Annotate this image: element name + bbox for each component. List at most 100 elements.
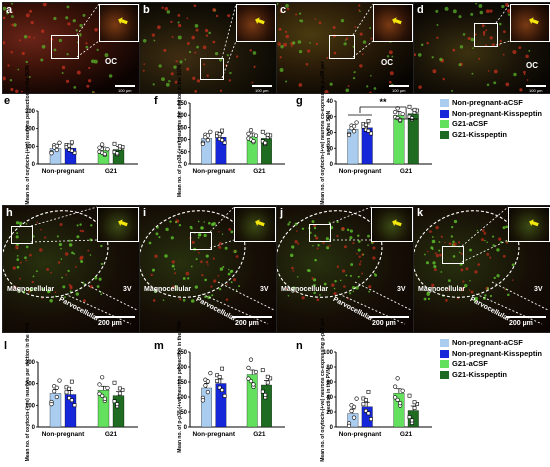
data-point [366, 389, 371, 394]
x-tick-label: G21 [400, 168, 413, 175]
data-point [366, 128, 371, 133]
data-point [395, 106, 400, 111]
data-point [222, 140, 227, 145]
data-point [246, 131, 251, 136]
chart-svg: 0 20 40 60 80 100 Non-pregnant G21 [323, 350, 432, 438]
zoom-inset: ⬅ [234, 207, 276, 242]
micrograph-h: ⬅ h Magnocellular 3V Parvocellular 200 µm [2, 205, 140, 333]
oc-label: OC [105, 57, 117, 66]
data-point [395, 376, 400, 381]
panel-label-c: c [280, 4, 287, 16]
bar [201, 387, 213, 428]
data-point [246, 365, 251, 371]
data-point [410, 116, 414, 121]
scale-bar [389, 85, 409, 87]
arrow-icon: ⬅ [389, 12, 405, 30]
data-point [215, 379, 220, 383]
data-point [102, 396, 107, 401]
roi-square [442, 246, 464, 264]
data-point [117, 386, 122, 391]
micrograph-k: ⬅ k Magnocellular 3V Parvocellular 200 µm [413, 205, 550, 333]
y-tick-label: 300 [25, 360, 36, 366]
data-point [200, 141, 206, 146]
data-point [412, 107, 417, 112]
y-tick-label: 200 [25, 382, 36, 388]
data-point [392, 110, 398, 115]
data-point [251, 138, 256, 144]
legend-label: G21-aCSF [452, 359, 488, 368]
chart-svg: 0 100 200 300 Non-pregnant G21 [25, 360, 138, 438]
chart-f: f Mean no. of p-p38-(+ve) neurons per sec… [150, 64, 295, 197]
data-point [69, 398, 74, 403]
y-tick-label: 30 [326, 115, 333, 121]
micrograph-d: d ⬅ OC 100 µm [413, 2, 550, 94]
y-tick-label: 200 [177, 113, 188, 119]
scale-bar [369, 316, 409, 318]
data-point [115, 151, 120, 156]
chart-svg: 0 50 100 150 200 250 Non-pregnant G21 [177, 101, 285, 175]
data-point [400, 388, 405, 393]
data-point [49, 151, 54, 156]
data-point [112, 380, 117, 385]
data-point [72, 150, 77, 155]
data-point [407, 393, 412, 398]
data-point [112, 141, 117, 146]
roi-square [329, 35, 355, 59]
data-point [217, 374, 222, 379]
roi-square [309, 224, 331, 242]
data-point [115, 402, 120, 407]
panel-label-k: k [417, 207, 424, 219]
scale-bar-label: 200 µm [509, 320, 533, 327]
data-point [265, 380, 270, 385]
chart-m: m Mean no. of p-p38-(+ve) neurons per sec… [150, 321, 295, 460]
3v-label: 3V [534, 286, 543, 293]
legend-label: Non-pregnant-aCSF [452, 338, 523, 347]
legend-swatch [440, 120, 449, 128]
data-point [265, 132, 270, 137]
data-point [100, 375, 105, 380]
scale-bar-label: 200 µm [235, 320, 259, 327]
data-point [100, 393, 105, 398]
panel-label-h: h [6, 207, 13, 219]
y-tick-label: 100 [177, 138, 188, 144]
scale-bar-label: 200 µm [372, 320, 396, 327]
data-point [54, 394, 59, 400]
arrow-icon: ⬅ [252, 12, 268, 30]
legend-swatch [440, 109, 449, 118]
data-point [97, 391, 102, 396]
data-point [117, 144, 122, 149]
data-point [117, 391, 122, 396]
data-point [354, 120, 359, 125]
x-tick-label: Non-pregnant [192, 431, 235, 438]
data-point [97, 145, 102, 150]
data-point [205, 138, 210, 143]
data-point [351, 404, 357, 409]
data-point [398, 401, 403, 406]
micrograph-i: ⬅ i Magnocellular 3V Parvocellular 200 µm [139, 205, 277, 333]
x-tick-label: Non-pregnant [42, 431, 85, 438]
zoom-inset: ⬅ [236, 4, 276, 42]
scale-bar-label: 100 µm [118, 88, 132, 93]
scale-bar [252, 85, 272, 87]
data-point [398, 117, 403, 122]
y-tick-label: 40 [326, 99, 333, 105]
y-tick-label: 100 [177, 395, 188, 401]
data-point [100, 142, 105, 147]
data-point [351, 124, 357, 129]
data-point [69, 140, 74, 145]
data-point [366, 411, 371, 416]
panel-label-a: a [6, 4, 13, 16]
data-point [220, 366, 225, 371]
legend-swatch [440, 349, 449, 358]
data-point [248, 378, 254, 384]
bar [112, 395, 125, 428]
scale-bar [526, 85, 546, 87]
data-point [205, 379, 210, 384]
y-tick-label: 200 [177, 365, 188, 371]
scale-bar-label: 100 µm [255, 88, 269, 93]
data-point [392, 395, 398, 400]
data-point [102, 151, 107, 157]
roi-square [11, 226, 33, 244]
y-tick-label: 0 [32, 162, 36, 168]
data-point [346, 132, 352, 138]
